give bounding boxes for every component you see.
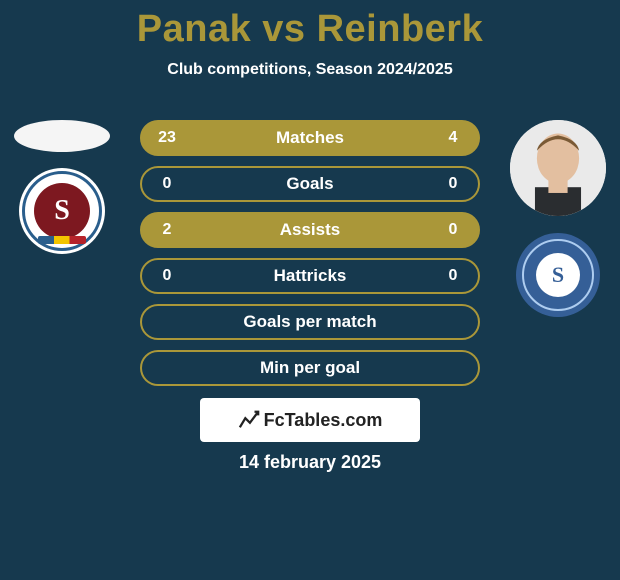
player-left-club-badge: S <box>19 168 105 254</box>
stat-label: Min per goal <box>192 358 428 378</box>
stat-row-matches: 23 Matches 4 <box>140 120 480 156</box>
stat-left-value: 0 <box>142 175 192 193</box>
stat-label: Hattricks <box>192 266 428 286</box>
sparta-badge-letter: S <box>34 183 90 239</box>
brand-text: FcTables.com <box>264 410 383 431</box>
stat-right-value: 0 <box>428 267 478 285</box>
stat-left-value: 23 <box>142 129 192 147</box>
player-right-avatar <box>510 120 606 216</box>
brand-badge[interactable]: FcTables.com <box>200 398 420 442</box>
infographic-date: 14 february 2025 <box>0 452 620 473</box>
slovacko-ring-icon <box>522 239 594 311</box>
stat-right-value: 0 <box>428 221 478 239</box>
chart-icon <box>238 409 260 431</box>
left-player-column: S <box>12 120 112 254</box>
stat-left-value: 2 <box>142 221 192 239</box>
stat-left-value: 0 <box>142 267 192 285</box>
right-player-column: S <box>508 120 608 318</box>
stat-label: Goals <box>192 174 428 194</box>
stats-table: 23 Matches 4 0 Goals 0 2 Assists 0 0 Hat… <box>140 120 480 396</box>
sparta-stripe-icon <box>38 236 86 244</box>
stat-label: Matches <box>192 128 428 148</box>
player-face-icon <box>510 120 606 216</box>
stat-row-goals: 0 Goals 0 <box>140 166 480 202</box>
stat-row-goals-per-match: Goals per match <box>140 304 480 340</box>
stat-label: Goals per match <box>192 312 428 332</box>
player-left-avatar <box>14 120 110 152</box>
stat-right-value: 4 <box>428 129 478 147</box>
stat-label: Assists <box>192 220 428 240</box>
page-title: Panak vs Reinberk <box>0 0 620 51</box>
stat-row-min-per-goal: Min per goal <box>140 350 480 386</box>
subtitle: Club competitions, Season 2024/2025 <box>0 61 620 79</box>
stat-row-hattricks: 0 Hattricks 0 <box>140 258 480 294</box>
stat-right-value: 0 <box>428 175 478 193</box>
player-right-club-badge: S <box>515 232 601 318</box>
stat-row-assists: 2 Assists 0 <box>140 212 480 248</box>
